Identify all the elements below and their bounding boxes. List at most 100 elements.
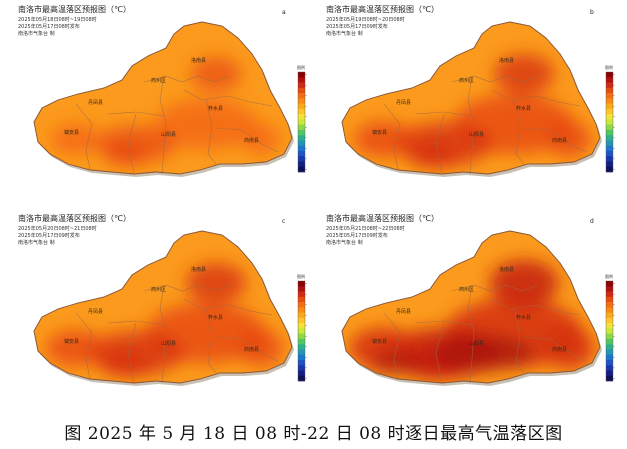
county-label: 镇安县 xyxy=(64,338,79,345)
hot-area xyxy=(242,123,280,155)
colorbar-swatch xyxy=(298,124,305,131)
county-label: 镇安县 xyxy=(64,129,79,136)
hot-area xyxy=(104,142,148,166)
county-label: 商南县 xyxy=(552,346,567,353)
colorbar-swatch xyxy=(298,359,305,366)
colorbar-label: 图例 xyxy=(297,273,305,279)
county-boundary xyxy=(523,336,587,362)
county-boundary xyxy=(451,284,539,292)
colorbar-swatch xyxy=(298,156,305,162)
county-boundary xyxy=(523,127,587,153)
colorbar-swatch xyxy=(298,281,305,287)
colorbar-swatch xyxy=(298,338,305,345)
county-label: 商南县 xyxy=(552,137,567,144)
county-boundary xyxy=(215,127,279,153)
forecast-panel-b: 洛南县 商州区 丹凤县 柞水县 山阳县 镇安县 商南县 图例 南洛市最高温落区预报图（℃） 2… xyxy=(324,4,627,186)
colorbar-swatch xyxy=(606,166,613,173)
colorbar-swatch xyxy=(606,317,613,324)
panel-issue-time: 2025年05月17日08时发布 xyxy=(18,24,80,30)
county-label: 洛南县 xyxy=(499,266,514,273)
hot-area xyxy=(46,330,106,366)
map-outline xyxy=(341,230,601,384)
colorbar-swatch xyxy=(298,135,305,141)
county-label: 丹凤县 xyxy=(396,100,411,106)
hot-area xyxy=(101,349,151,377)
colorbar-swatch xyxy=(298,150,305,157)
colorbar-swatch xyxy=(606,302,613,308)
county-label: 商州区 xyxy=(459,286,474,293)
county-boundary xyxy=(143,284,231,292)
heat-layer xyxy=(50,57,280,166)
colorbar-swatch xyxy=(298,114,305,120)
colorbar-swatch xyxy=(606,87,613,94)
county-boundary xyxy=(127,113,137,175)
county-label: 洛南县 xyxy=(191,57,206,64)
hot-area xyxy=(494,54,554,94)
colorbar-frame xyxy=(605,280,614,382)
panel-issue-time: 2025年05月17日09时发布 xyxy=(326,233,388,239)
hot-area xyxy=(155,98,257,150)
colorbar-swatch xyxy=(298,145,305,152)
colorbar-swatch xyxy=(606,323,613,329)
colorbar-swatch xyxy=(298,302,305,308)
county-boundary xyxy=(491,89,581,107)
colorbar-swatch xyxy=(298,365,305,371)
colorbar-swatch xyxy=(298,375,305,382)
county-boundary xyxy=(513,308,525,374)
colorbar-swatch xyxy=(298,323,305,329)
colorbar-frame xyxy=(297,71,306,173)
colorbar-swatch xyxy=(298,317,305,324)
hot-area xyxy=(190,57,242,91)
forecast-panel-c: 洛南县 商州区 丹凤县 柞水县 山阳县 镇安县 商南县 图例 南洛市最高温落区预报图（℃） 2… xyxy=(16,213,319,395)
hot-core xyxy=(434,335,534,371)
colorbar-swatch xyxy=(606,124,613,131)
colorbar-swatch xyxy=(298,108,305,115)
panel-producer: 南洛市气象台 制 xyxy=(18,31,55,37)
panel-letter: a xyxy=(282,9,286,16)
forecast-panel-d: 洛南县 商州区 丹凤县 柞水县 山阳县 镇安县 商南县 图例 南洛市最高温落区预报图（℃） 2… xyxy=(324,213,627,395)
heat-blur xyxy=(46,263,283,377)
county-label: 镇安县 xyxy=(372,129,387,136)
county-boundary xyxy=(467,284,475,384)
colorbar-swatch xyxy=(606,108,613,115)
county-label: 镇安县 xyxy=(372,338,387,345)
colorbar-swatch xyxy=(606,370,613,377)
panel-issue-time: 2025年05月17日09时发布 xyxy=(326,24,388,30)
county-boundary xyxy=(383,103,401,171)
county-boundary xyxy=(159,284,167,384)
panel-valid-period: 2025年05月20日08时~21日08时 xyxy=(18,226,97,232)
colorbar-swatch xyxy=(606,296,613,303)
heat-layer xyxy=(354,54,591,168)
county-boundary xyxy=(513,99,525,165)
colorbar-swatch xyxy=(606,77,613,83)
map-outline xyxy=(33,230,293,384)
colorbar-label: 图例 xyxy=(605,273,613,279)
colorbar-frame xyxy=(605,71,614,173)
county-label: 山阳县 xyxy=(161,131,176,138)
panel-issue-time: 2025年05月17日09时发布 xyxy=(18,233,80,239)
panel-valid-period: 2025年05月18日08时~19日08时 xyxy=(18,17,97,23)
colorbar-swatch xyxy=(606,375,613,382)
colorbar-swatch xyxy=(298,286,305,292)
panel-valid-period: 2025年05月19日08时~20日08时 xyxy=(326,17,405,23)
colorbar-swatch xyxy=(298,307,305,313)
panel-producer: 南洛市气象台 制 xyxy=(326,240,363,246)
heat-blur xyxy=(354,54,591,168)
heat-layer xyxy=(46,263,283,377)
colorbar-swatch xyxy=(606,365,613,371)
colorbar-swatch xyxy=(606,281,613,287)
hot-area xyxy=(50,123,102,155)
colorbar-swatch xyxy=(298,291,305,298)
county-boundary xyxy=(183,89,273,107)
colorbar-swatch xyxy=(298,77,305,83)
colorbar-swatch xyxy=(606,114,613,120)
panel-title: 南洛市最高温落区预报图（℃） xyxy=(326,214,439,223)
county-label: 柞水县 xyxy=(516,105,531,112)
colorbar-swatch xyxy=(298,166,305,173)
colorbar-swatch xyxy=(298,119,305,125)
county-label: 柞水县 xyxy=(208,105,223,112)
county-label: 洛南县 xyxy=(191,266,206,273)
